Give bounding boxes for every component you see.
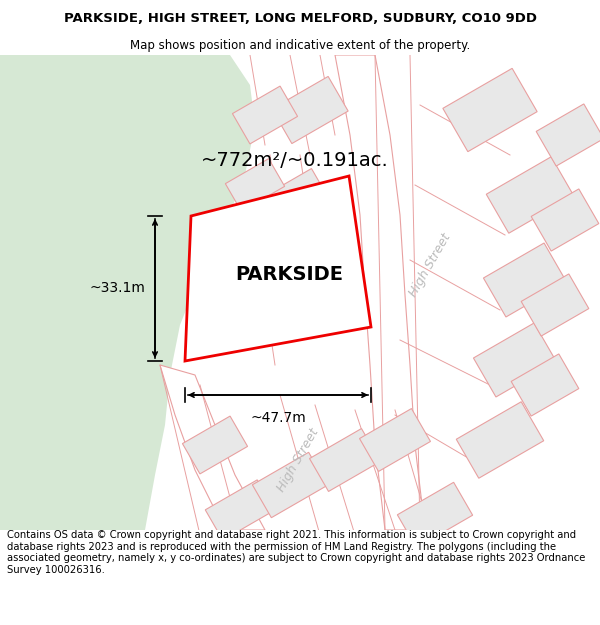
Text: ~33.1m: ~33.1m [89,281,145,296]
Text: High Street: High Street [275,426,322,494]
Polygon shape [0,55,255,530]
Bar [260,169,331,231]
Text: PARKSIDE, HIGH STREET, LONG MELFORD, SUDBURY, CO10 9DD: PARKSIDE, HIGH STREET, LONG MELFORD, SUD… [64,12,536,25]
Bar [521,274,589,336]
Bar [182,416,248,474]
Bar [226,159,284,211]
Text: ~47.7m: ~47.7m [250,411,306,425]
Bar [443,68,537,152]
Text: High Street: High Street [407,231,454,299]
Bar [486,157,574,233]
Text: PARKSIDE: PARKSIDE [235,266,343,284]
Bar [272,76,348,144]
Bar [359,409,430,471]
Bar [253,452,328,518]
Bar [456,402,544,478]
Bar [511,354,579,416]
Bar [257,251,323,309]
Bar [205,480,275,540]
Text: Contains OS data © Crown copyright and database right 2021. This information is : Contains OS data © Crown copyright and d… [7,530,586,575]
Polygon shape [185,176,371,361]
Text: ~772m²/~0.191ac.: ~772m²/~0.191ac. [201,151,389,169]
Polygon shape [160,365,265,530]
Bar [397,482,473,548]
Bar [232,86,298,144]
Bar [484,243,566,317]
Bar [310,429,380,491]
Bar [473,323,557,397]
Polygon shape [335,55,425,530]
Bar [536,104,600,166]
Text: Map shows position and indicative extent of the property.: Map shows position and indicative extent… [130,39,470,51]
Bar [531,189,599,251]
